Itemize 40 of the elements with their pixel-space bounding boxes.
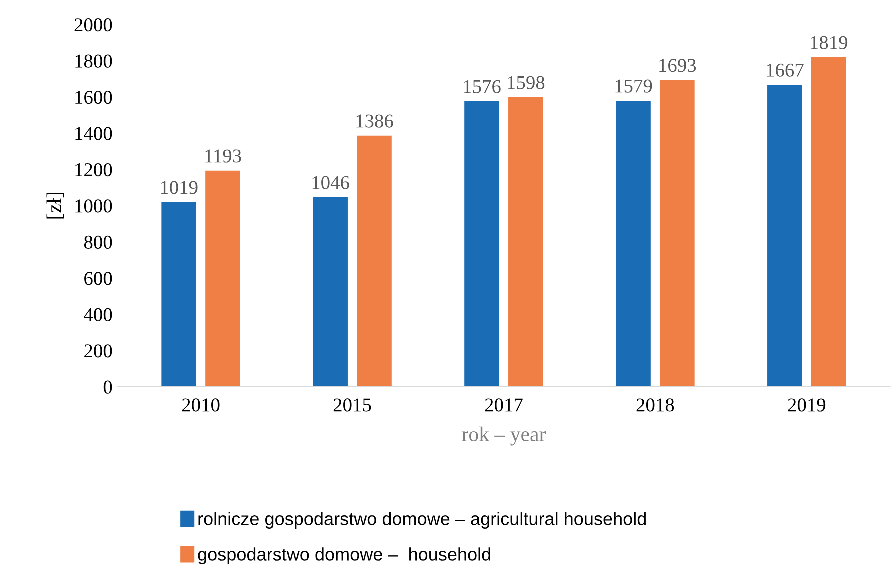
bar: [768, 85, 802, 387]
bar: [357, 136, 392, 387]
legend-label: gospodarstwo domowe – household: [198, 548, 490, 564]
data-label: 1667: [767, 64, 804, 77]
data-label: 1819: [811, 36, 848, 50]
y-tick-label: 400: [84, 308, 112, 322]
data-label: 1693: [660, 59, 696, 72]
y-tick-label: 200: [84, 344, 112, 358]
bar: [313, 198, 348, 387]
x-axis-title: rok – year: [462, 426, 546, 446]
x-tick-label: 2015: [334, 398, 372, 412]
bar: [660, 80, 695, 387]
data-label: 1019: [161, 181, 198, 194]
bar: [508, 98, 544, 387]
y-tick-label: 1400: [76, 127, 112, 140]
x-tick-label: 2010: [182, 398, 220, 412]
y-tick-label: 0: [104, 380, 112, 394]
data-label: 1046: [312, 176, 350, 190]
y-tick-label: 2000: [74, 18, 112, 32]
x-tick-label: 2019: [788, 398, 826, 412]
bar: [464, 102, 500, 387]
y-tick-label: 1800: [76, 54, 112, 68]
x-tick-label: 2017: [485, 398, 523, 412]
bar: [162, 202, 197, 387]
data-label: 1386: [356, 114, 394, 128]
y-tick-label: 600: [84, 272, 112, 286]
x-tick-label: 2018: [636, 398, 674, 412]
bar: [616, 100, 651, 387]
bar: [811, 58, 846, 387]
data-label: 1598: [508, 76, 545, 90]
data-label: 1579: [616, 80, 652, 93]
y-tick-label: 1200: [76, 163, 112, 177]
data-label: 1193: [206, 150, 242, 163]
y-tick-label: 1600: [76, 90, 112, 104]
bar: [206, 170, 240, 387]
y-tick-label: 1000: [76, 200, 112, 213]
y-axis-title: [zł]: [46, 192, 64, 219]
data-label: 1576: [464, 80, 501, 94]
y-tick-label: 800: [84, 236, 112, 250]
legend-label: rolnicze gospodarstwo domowe – agricultural household: [198, 512, 646, 529]
